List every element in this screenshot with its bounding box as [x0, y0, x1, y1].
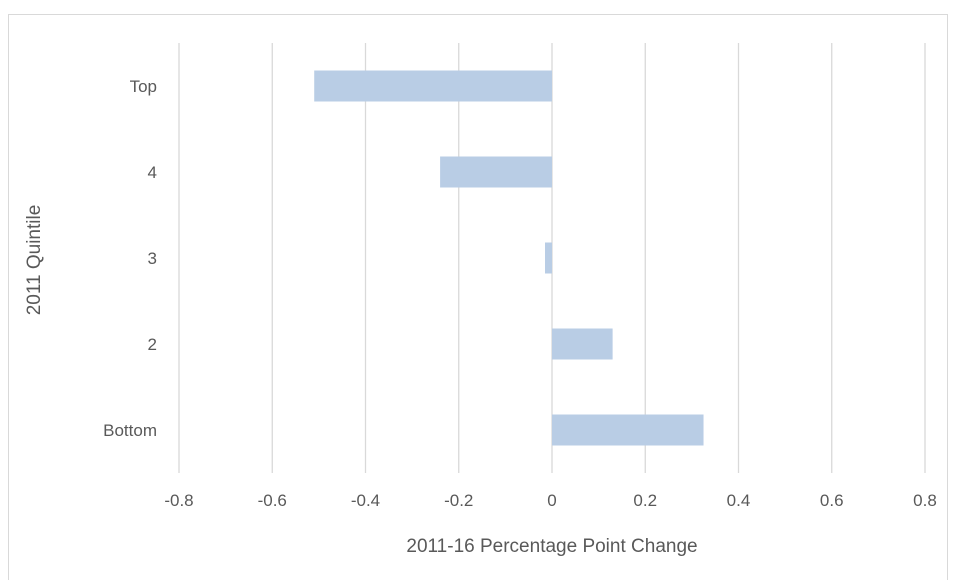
category-label: 2 — [148, 335, 157, 354]
bar — [552, 414, 704, 446]
category-label: 3 — [148, 249, 157, 268]
x-tick-labels: -0.8 -0.6 -0.4 -0.2 0 0.2 0.4 0.6 0.8 — [164, 491, 936, 510]
x-axis-title: 2011-16 Percentage Point Change — [406, 536, 697, 557]
x-tick-label: 0.2 — [633, 491, 657, 510]
x-tick-label: -0.8 — [164, 491, 193, 510]
x-tick-label: 0.6 — [820, 491, 844, 510]
x-tick-label: 0.4 — [727, 491, 751, 510]
bar — [314, 70, 552, 102]
y-axis-title: 2011 Quintile — [24, 205, 45, 316]
x-tick-label: 0.8 — [913, 491, 937, 510]
bar — [552, 328, 613, 360]
bar — [545, 242, 552, 274]
category-labels: Top 4 3 2 Bottom — [103, 77, 157, 440]
category-label: Bottom — [103, 421, 157, 440]
x-tick-label: -0.4 — [351, 491, 380, 510]
x-tick-label: -0.6 — [258, 491, 287, 510]
x-tick-label: -0.2 — [444, 491, 473, 510]
category-label: Top — [130, 77, 157, 96]
bar — [440, 156, 552, 188]
x-tick-label: 0 — [547, 491, 556, 510]
category-label: 4 — [148, 163, 157, 182]
chart-frame — [8, 14, 948, 580]
bars — [314, 70, 704, 446]
